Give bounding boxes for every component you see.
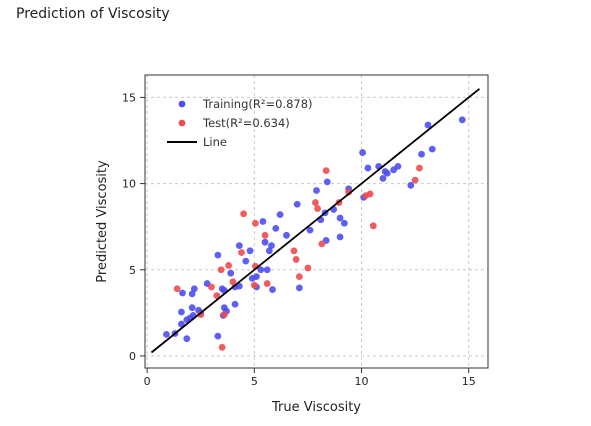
training-point (323, 178, 331, 186)
y-tick-label: 5 (129, 264, 136, 277)
training-point (293, 200, 301, 208)
x-tick-label: 5 (251, 375, 258, 388)
test-point (252, 219, 259, 227)
y-tick-label: 15 (122, 91, 136, 104)
x-axis-label: True Viscosity (271, 400, 361, 415)
x-tick-label: 15 (462, 375, 476, 388)
training-point (336, 233, 344, 241)
training-point (235, 242, 243, 250)
training-point (259, 218, 267, 225)
legend-training-swatch (178, 100, 186, 108)
test-point (304, 264, 312, 272)
test-point (322, 167, 330, 175)
training-point (340, 219, 348, 227)
training-point (178, 308, 185, 316)
legend-test-swatch (178, 119, 186, 127)
training-point (394, 162, 402, 170)
training-point (313, 187, 320, 194)
test-point (292, 256, 300, 263)
chart-title: Prediction of Viscosity (16, 6, 170, 22)
test-point (213, 292, 221, 300)
test-point (345, 188, 353, 196)
grid-layer (145, 75, 488, 368)
test-point (261, 231, 269, 239)
training-point (214, 251, 222, 259)
training-point (183, 335, 191, 343)
training-point (188, 304, 196, 312)
training-point (235, 282, 243, 290)
y-tick-label: 0 (129, 350, 136, 363)
test-point (411, 176, 419, 184)
training-point (336, 214, 344, 222)
test-point (225, 262, 233, 269)
test-point (416, 164, 423, 172)
training-point (306, 226, 314, 234)
test-point (312, 199, 319, 206)
training-point (265, 247, 273, 255)
training-point (178, 320, 185, 328)
training-point (379, 175, 387, 182)
training-point (364, 164, 372, 172)
training-point (269, 286, 276, 293)
training-point (261, 238, 269, 246)
training-point (283, 231, 290, 239)
test-point (318, 240, 326, 248)
reference-line (150, 88, 480, 354)
training-point (231, 300, 239, 308)
axis-layer: 0 5 10 15 0 5 10 15 (122, 91, 476, 388)
test-point (290, 247, 298, 255)
training-point (383, 169, 391, 177)
training-point (188, 290, 196, 298)
training-point (246, 247, 254, 255)
training-point (227, 269, 235, 277)
training-point (179, 289, 186, 297)
training-point (242, 257, 250, 265)
legend-line-label: Line (203, 135, 227, 149)
test-point (369, 222, 377, 230)
training-point (253, 273, 260, 281)
test-point (208, 283, 215, 291)
training-point (272, 224, 280, 232)
test-point (197, 311, 205, 318)
training-point (190, 285, 198, 293)
training-point (418, 150, 425, 158)
plot-area (144, 74, 489, 369)
training-point (263, 266, 271, 274)
test-point (250, 281, 258, 289)
test-point (229, 278, 237, 286)
test-point (314, 205, 321, 212)
training-point (407, 181, 415, 189)
test-point (220, 311, 228, 318)
legend-test-label: Test(R²=0.634) (202, 116, 290, 130)
test-point (238, 249, 245, 256)
y-tick-label: 10 (122, 178, 136, 191)
legend: Training(R²=0.878) Test(R²=0.634) Line (167, 97, 313, 149)
test-point (263, 280, 271, 287)
training-point (458, 116, 466, 124)
training-point (214, 332, 222, 340)
training-point (359, 149, 366, 156)
test-point (295, 273, 303, 281)
training-point (268, 242, 275, 250)
test-point (217, 266, 225, 274)
training-point (295, 284, 303, 292)
test-point (218, 343, 226, 351)
data-layer (150, 88, 480, 354)
test-point (173, 285, 181, 293)
training-point (276, 211, 284, 219)
training-point (428, 145, 436, 153)
test-point (240, 210, 248, 218)
legend-training-label: Training(R²=0.878) (202, 97, 313, 111)
test-point (366, 190, 374, 198)
training-point (257, 266, 265, 274)
y-axis-label: Predicted Viscosity (95, 160, 110, 283)
training-point (424, 121, 432, 129)
x-tick-label: 10 (355, 375, 369, 388)
x-tick-label: 0 (144, 375, 151, 388)
training-point (163, 330, 170, 338)
